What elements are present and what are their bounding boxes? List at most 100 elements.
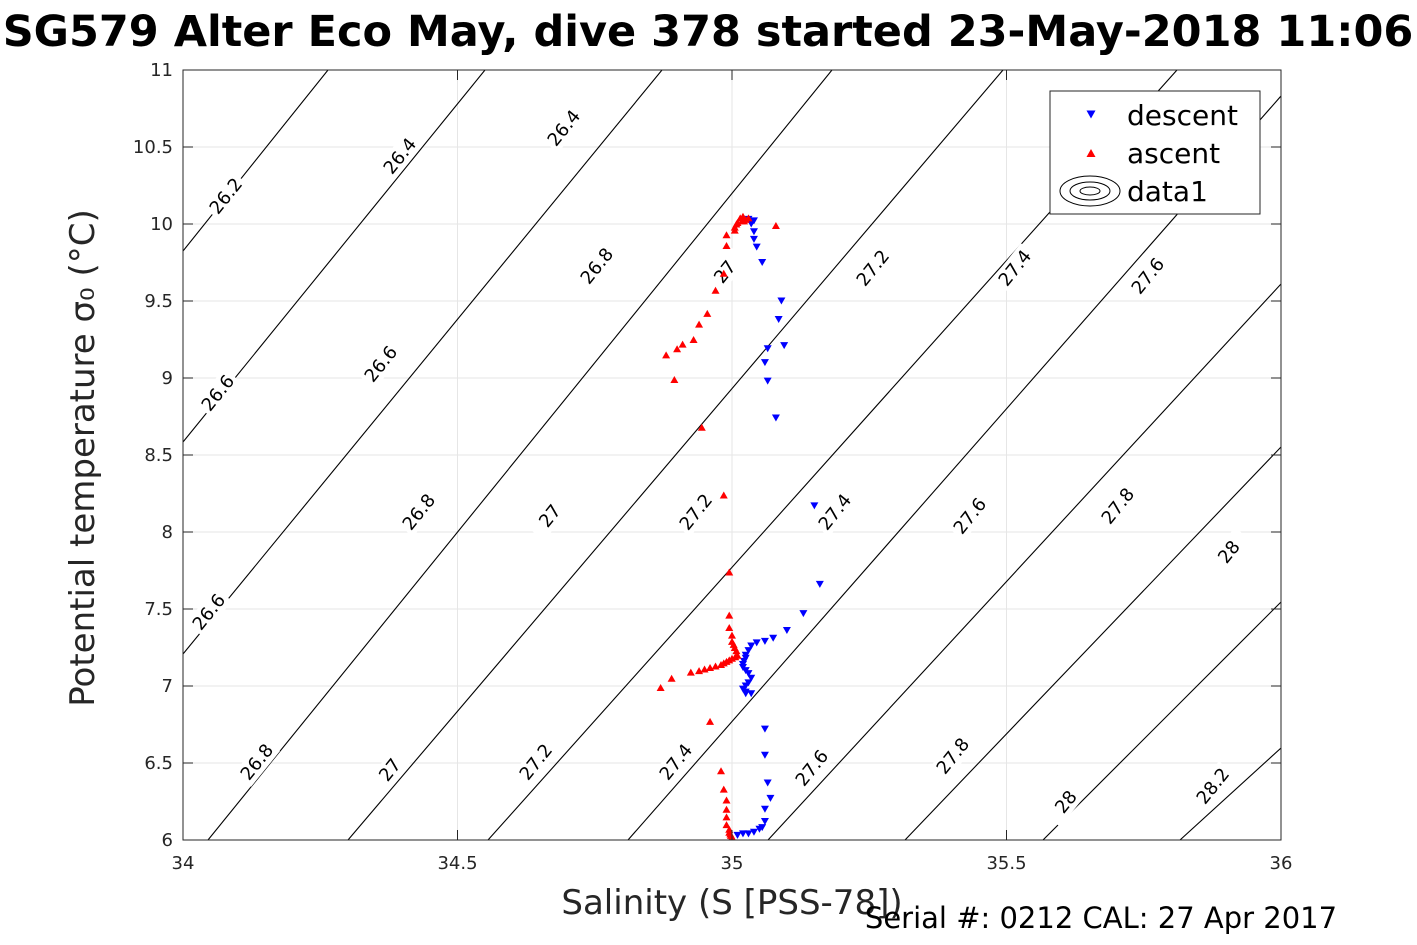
x-tick-label-3: 35.5 xyxy=(986,853,1026,874)
isopycnal-line-7 xyxy=(767,283,1281,840)
ascent-point-9 xyxy=(730,226,739,234)
ascent-point-48 xyxy=(719,785,728,793)
isopycnal-line-9 xyxy=(1042,601,1281,840)
descent-point-6 xyxy=(758,259,767,266)
descent-point-5 xyxy=(752,243,761,251)
contour-label-bg-3 xyxy=(194,368,242,418)
ascent-point-22 xyxy=(697,423,706,431)
legend-descent-label: descent xyxy=(1127,99,1238,132)
descent-point-12 xyxy=(763,377,772,385)
ascent-point-17 xyxy=(689,336,698,343)
y-tick-label-4: 8 xyxy=(162,522,173,543)
isopycnal-line-2 xyxy=(183,70,663,655)
ascent-point-23 xyxy=(719,491,728,499)
data-points xyxy=(656,212,824,840)
descent-point-29 xyxy=(744,670,753,678)
descent-point-16 xyxy=(799,610,808,618)
descent-point-35 xyxy=(741,690,750,698)
contour-label-bg-7 xyxy=(395,487,443,537)
ascent-point-27 xyxy=(728,631,736,639)
ascent-point-47 xyxy=(717,767,726,775)
ascent-point-46 xyxy=(706,717,715,725)
contour-label-bg-2 xyxy=(540,103,588,153)
contour-label-bg-22 xyxy=(929,731,977,781)
isopycnal-line-10 xyxy=(1179,747,1281,840)
ascent-point-15 xyxy=(703,309,712,317)
contour-label-bg-4 xyxy=(357,339,405,389)
contour-label-bg-18 xyxy=(1124,251,1172,301)
contour-label-bg-8 xyxy=(233,737,281,787)
ascent-point-51 xyxy=(722,813,731,821)
y-tick-label-3: 7.5 xyxy=(144,599,173,620)
isopycnal-line-3 xyxy=(207,70,833,840)
descent-point-30 xyxy=(747,674,756,682)
descent-point-13 xyxy=(771,414,780,422)
y-tick-label-5: 8.5 xyxy=(144,445,173,466)
contour-label-bg-12 xyxy=(849,243,897,293)
contour-label-bg-20 xyxy=(788,743,836,793)
contour-label-bg-25 xyxy=(1189,761,1237,811)
legend-ascent-marker xyxy=(1086,149,1096,157)
x-tick-label-2: 35 xyxy=(721,853,744,874)
ascent-point-42 xyxy=(695,667,704,675)
ascent-point-19 xyxy=(673,345,682,353)
descent-point-7 xyxy=(777,297,786,305)
descent-point-10 xyxy=(763,345,772,353)
ascent-point-50 xyxy=(722,805,731,813)
contour-label-bg-24 xyxy=(1042,777,1090,827)
ascent-point-24 xyxy=(725,568,734,576)
descent-point-39 xyxy=(763,779,772,787)
contour-label-bg-11 xyxy=(366,745,414,795)
y-tick-label-2: 7 xyxy=(162,676,173,697)
ascent-point-41 xyxy=(700,665,709,673)
contour-labels: 26.226.426.426.626.626.626.826.826.82727… xyxy=(185,103,1253,827)
descent-point-18 xyxy=(769,634,778,642)
ascent-point-45 xyxy=(656,684,665,692)
descent-point-19 xyxy=(760,637,769,645)
ascent-point-31 xyxy=(732,647,741,655)
ascent-point-44 xyxy=(667,674,676,682)
ascent-point-21 xyxy=(670,376,679,384)
descent-point-20 xyxy=(752,639,761,647)
y-tick-label-0: 6 xyxy=(162,830,173,851)
y-tick-label-1: 6.5 xyxy=(144,753,173,774)
ascent-point-40 xyxy=(706,664,715,672)
ascent-point-12 xyxy=(722,242,731,250)
ascent-point-20 xyxy=(662,351,671,359)
descent-point-11 xyxy=(760,359,769,367)
contour-label-bg-5 xyxy=(185,587,233,637)
ascent-point-14 xyxy=(711,286,720,294)
legend-data1-label: data1 xyxy=(1127,175,1208,208)
y-tick-label-9: 10.5 xyxy=(133,137,173,158)
ascent-point-13 xyxy=(719,269,728,277)
x-tick-label-0: 34 xyxy=(172,853,195,874)
ascent-point-11 xyxy=(722,231,731,239)
x-tick-label-4: 36 xyxy=(1270,853,1293,874)
isopycnal-line-8 xyxy=(904,446,1281,840)
isopycnal-line-4 xyxy=(347,70,1004,840)
contour-label-bg-10 xyxy=(526,491,574,541)
descent-point-41 xyxy=(760,805,769,813)
axis-ticks: 34 34.5 35 35.5 36 6 6.5 7 7.5 8 8.5 9 9.5 10 10.5 11 xyxy=(133,60,1293,874)
legend: descent ascent data1 xyxy=(1049,90,1261,215)
legend-ascent-label: ascent xyxy=(1127,137,1220,170)
descent-point-42 xyxy=(760,818,769,826)
descent-point-4 xyxy=(749,235,758,243)
chart-title: SG579 Alter Eco May, dive 378 started 23… xyxy=(3,7,1414,57)
descent-point-38 xyxy=(760,751,769,759)
isopycnal-line-6 xyxy=(627,95,1281,840)
ascent-point-18 xyxy=(678,340,687,348)
legend-descent-marker xyxy=(1086,110,1096,119)
y-tick-label-6: 9 xyxy=(162,368,173,389)
descent-point-36 xyxy=(747,690,756,698)
ascent-point-26 xyxy=(725,623,734,631)
descent-point-8 xyxy=(774,315,783,323)
descent-point-14 xyxy=(810,502,819,510)
contour-label-bg-16 xyxy=(811,487,859,537)
contour-label-bg-1 xyxy=(376,131,424,181)
contour-label-bg-0 xyxy=(202,171,250,221)
serial-calibration-note: Serial #: 0212 CAL: 27 Apr 2017 xyxy=(865,901,1337,935)
descent-point-22 xyxy=(744,647,753,655)
y-tick-label-7: 9.5 xyxy=(144,291,173,312)
isopycnal-line-0 xyxy=(183,70,329,252)
